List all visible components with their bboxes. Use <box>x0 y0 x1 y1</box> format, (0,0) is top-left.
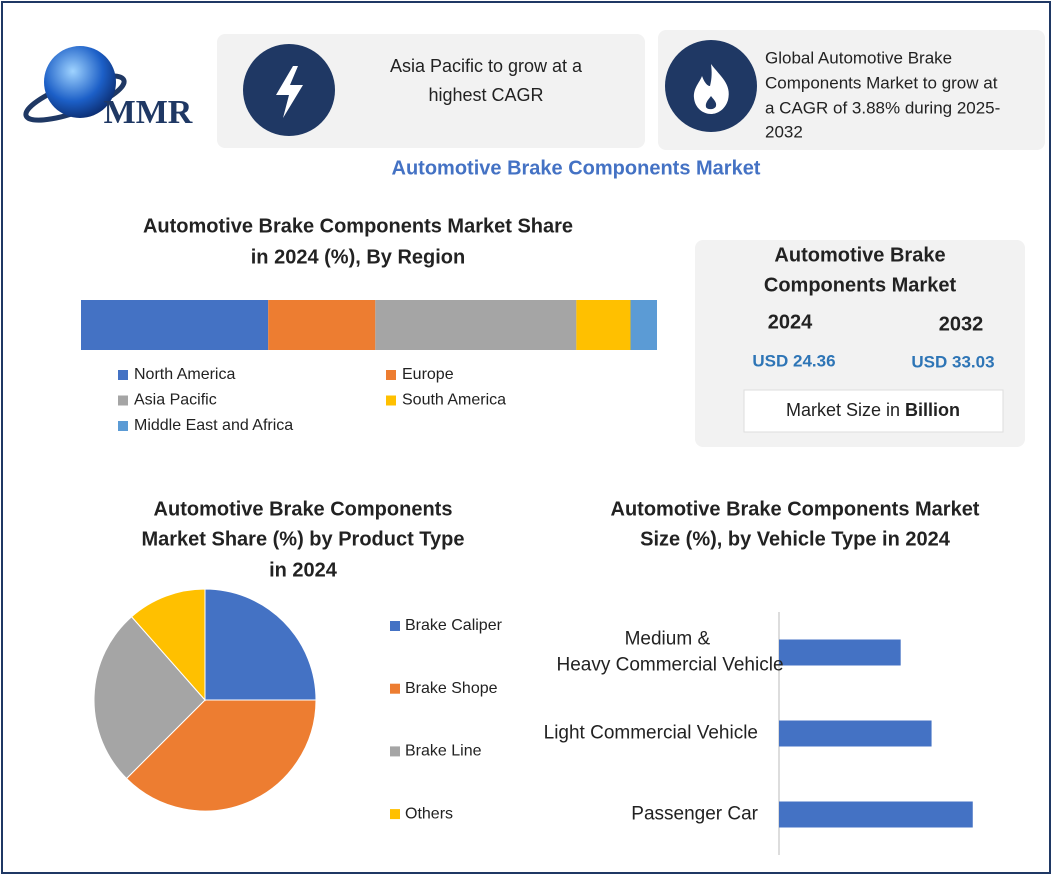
chart-title: Automotive Brake Components Market Share <box>143 215 573 237</box>
legend-swatch <box>118 421 128 431</box>
bar <box>779 801 973 828</box>
card-text: Asia Pacific to grow at a <box>390 56 583 76</box>
legend-label: Europe <box>402 366 454 383</box>
pie-slice <box>125 699 317 812</box>
bar-segment <box>81 300 269 350</box>
legend-label: North America <box>134 366 235 383</box>
card-text: Global Automotive Brake <box>765 48 952 67</box>
category-label: Passenger Car <box>631 804 758 825</box>
chart-title: in 2024 <box>269 559 338 581</box>
unit-text: Market Size in Billion <box>786 400 960 420</box>
legend-swatch <box>118 395 128 406</box>
legend-label: South America <box>402 392 506 409</box>
card-text: Components Market to grow at <box>765 73 998 92</box>
legend-label: Middle East and Africa <box>134 417 293 434</box>
legend-label: Others <box>405 805 453 822</box>
legend-label: Brake Caliper <box>405 617 503 634</box>
legend-swatch <box>390 621 400 631</box>
main-title: Automotive Brake Components Market <box>392 157 761 179</box>
pie-slice <box>130 588 206 702</box>
bar-segment <box>630 300 657 350</box>
legend-swatch <box>386 395 396 406</box>
bar-segment <box>576 300 631 350</box>
legend-swatch <box>390 746 400 757</box>
logo-text: MMR <box>104 94 193 131</box>
unit-bold: Billion <box>905 400 960 420</box>
legend-label: Brake Line <box>405 743 482 760</box>
year: 2024 <box>768 311 813 333</box>
box-title: Components Market <box>764 274 957 296</box>
pie-slice <box>204 588 317 701</box>
flame-icon <box>693 64 729 114</box>
market-value: USD 33.03 <box>911 352 994 371</box>
legend-label: Brake Shope <box>405 680 498 697</box>
chart-title: in 2024 (%), By Region <box>251 246 466 268</box>
category-label: Medium & Heavy Commercial Vehicle <box>556 629 783 676</box>
bar <box>779 639 901 666</box>
market-value: USD 24.36 <box>752 351 835 370</box>
chart-title: Automotive Brake Components Market <box>611 498 980 520</box>
logo: MMR <box>23 46 193 131</box>
year: 2032 <box>939 313 984 335</box>
card-text: highest CAGR <box>428 85 543 105</box>
box-title: Automotive Brake <box>774 244 945 266</box>
category-label: Light Commercial Vehicle <box>544 723 758 744</box>
bar <box>779 720 932 747</box>
label-line: Medium & <box>625 629 716 650</box>
legend-swatch <box>118 370 128 380</box>
pie-slice <box>93 616 206 780</box>
unit-text: Market Size in <box>786 400 900 420</box>
chart-title: Market Share (%) by Product Type <box>141 528 464 550</box>
legend-label: Asia Pacific <box>134 392 217 409</box>
legend-swatch <box>390 809 400 820</box>
label-line: Heavy Commercial Vehicle <box>556 655 783 676</box>
legend-swatch <box>390 683 400 694</box>
card <box>658 30 1045 150</box>
card-text: a CAGR of 3.88% during 2025- <box>765 98 1000 117</box>
legend-swatch <box>386 370 396 380</box>
card-text: 2032 <box>765 122 803 141</box>
bar-segment <box>375 300 577 350</box>
unit-box <box>743 389 1004 433</box>
chart-title: Automotive Brake Components <box>154 498 453 520</box>
bar-segment <box>268 300 376 350</box>
bolt-icon <box>276 66 303 118</box>
chart-title: Size (%), by Vehicle Type in 2024 <box>640 528 951 550</box>
